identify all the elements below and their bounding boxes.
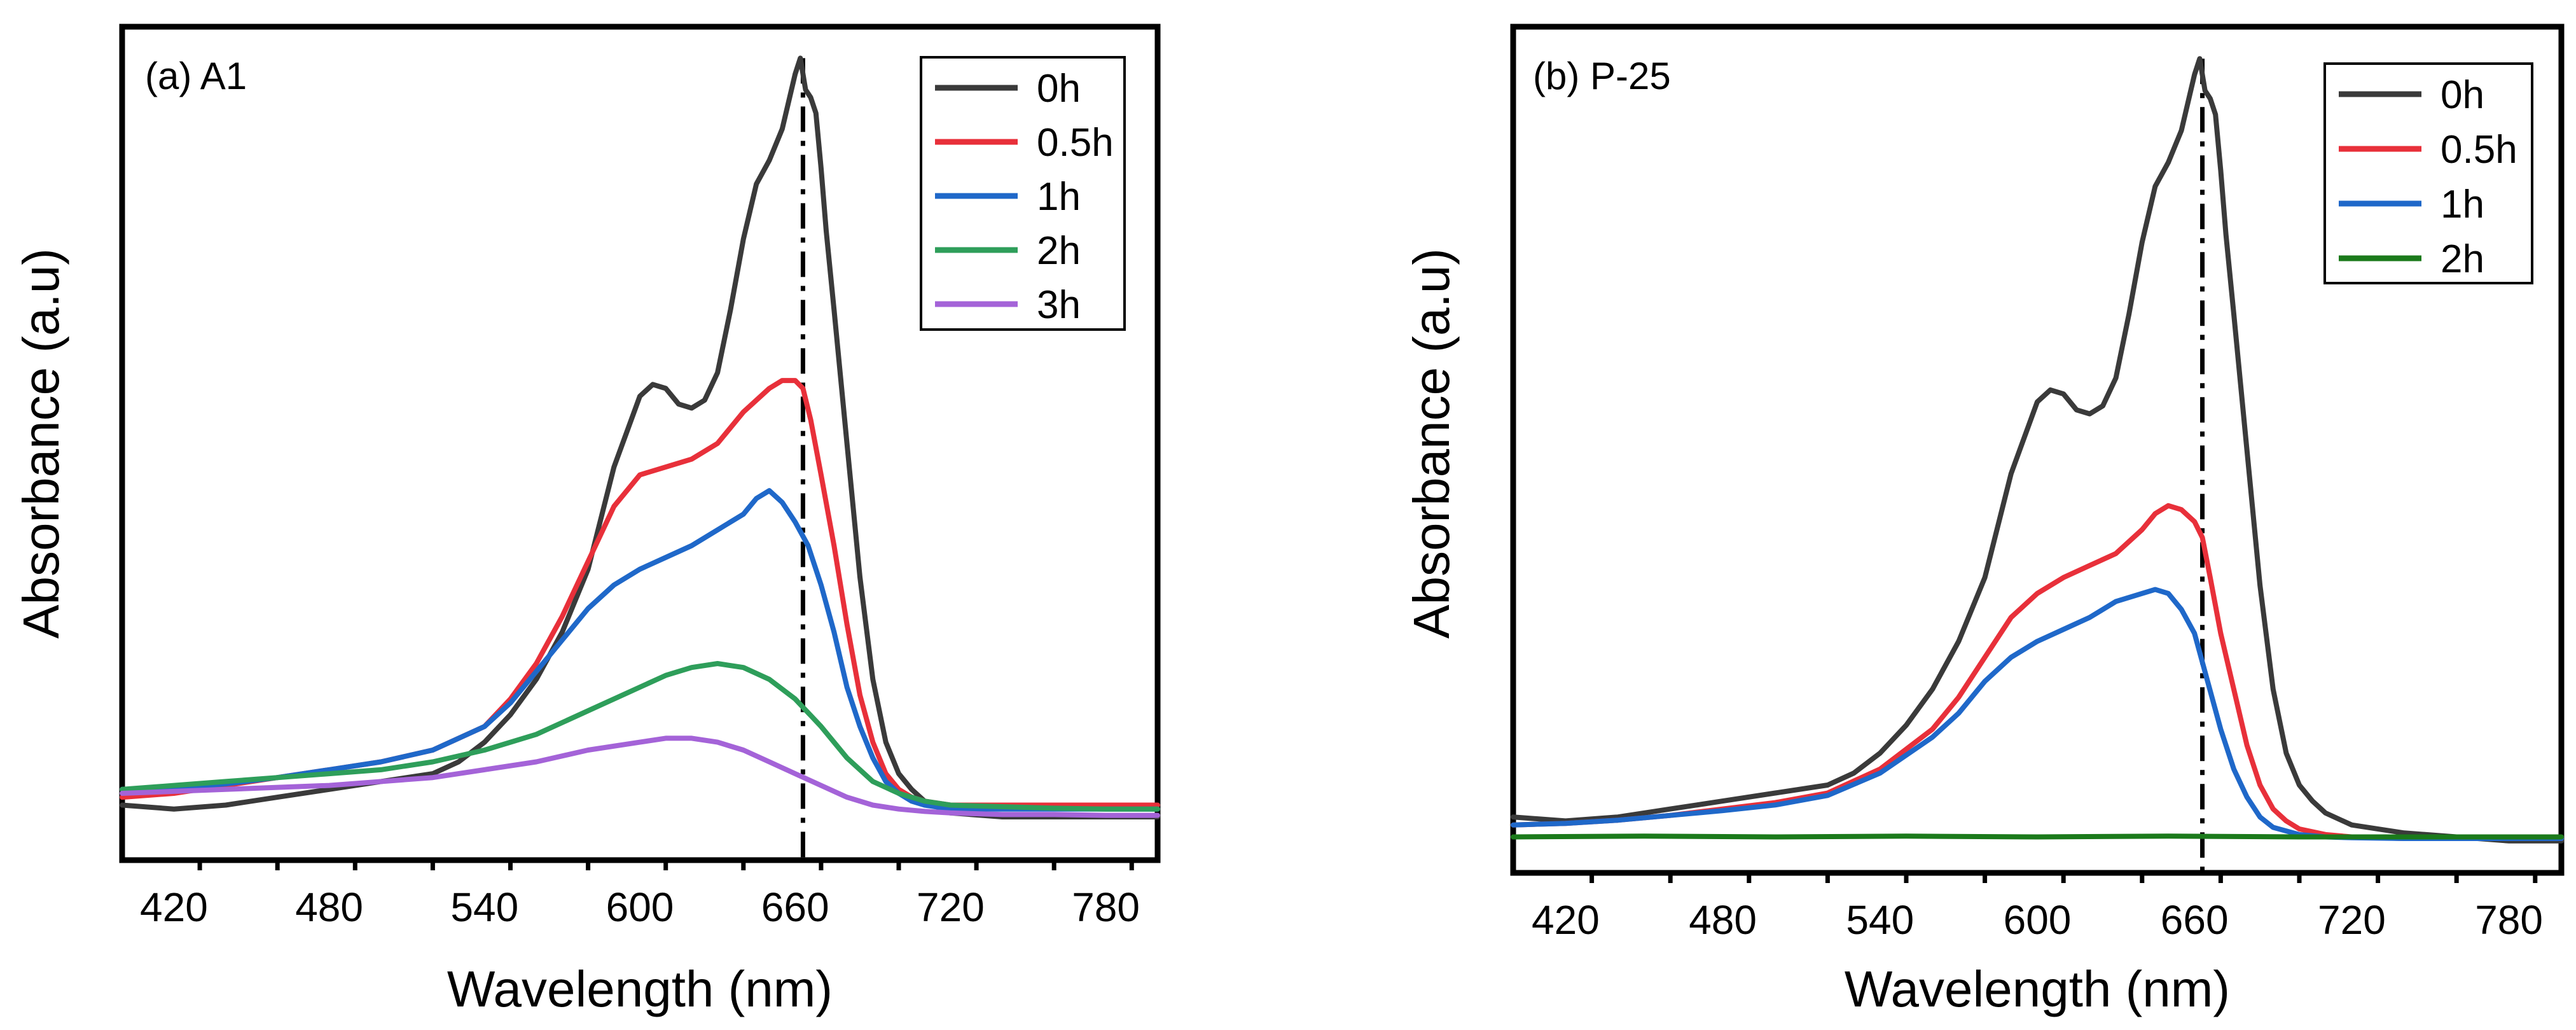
legend-label: 0h [2441, 73, 2484, 117]
panel-b: 420 480 540 600 660 720 780 (b) P-25 Wavelengt… [1403, 24, 2565, 1017]
legend-label: 3h [1037, 283, 1081, 327]
series-line-1h [120, 488, 1160, 812]
x-tick-label: 660 [761, 884, 829, 930]
x-tick-label: 420 [140, 884, 208, 930]
x-axis-ticks: 420 480 540 600 660 720 780 [1532, 873, 2543, 943]
legend-label: 0h [1037, 67, 1081, 111]
x-tick-label: 600 [2004, 897, 2072, 943]
legend-label: 0.5h [2441, 128, 2517, 172]
x-axis-title: Wavelength (nm) [1845, 961, 2230, 1017]
legend-label: 1h [2441, 183, 2484, 226]
series-lines [120, 55, 1160, 819]
series-lines [1511, 56, 2564, 844]
legend-label: 2h [2441, 237, 2484, 281]
x-tick-label: 420 [1532, 897, 1600, 943]
x-tick-label: 540 [1846, 897, 1914, 943]
x-tick-label: 480 [295, 884, 363, 930]
panel-a: 420 480 540 600 660 720 780 (a) A1 Wavelength … [13, 24, 1161, 1017]
x-axis-title: Wavelength (nm) [447, 961, 833, 1017]
x-tick-label: 540 [450, 884, 518, 930]
x-tick-label: 480 [1689, 897, 1757, 943]
y-axis-title: Absorbance (a.u) [13, 248, 69, 639]
x-tick-label: 660 [2161, 897, 2229, 943]
legend-label: 1h [1037, 175, 1081, 219]
plot-frame [119, 24, 1161, 863]
legend-label: 2h [1037, 229, 1081, 273]
x-axis-ticks: 420 480 540 600 660 720 780 [140, 860, 1140, 930]
series-line-0.5h [1511, 503, 2564, 841]
legend: 0h 0.5h 1h 2h [2323, 62, 2533, 284]
y-axis-title: Absorbance (a.u) [1403, 248, 1460, 639]
x-tick-label: 780 [1072, 884, 1140, 930]
x-tick-label: 720 [917, 884, 985, 930]
panel-label: (a) A1 [145, 55, 247, 97]
series-line-3h [120, 735, 1160, 818]
series-line-0h [1511, 56, 2564, 844]
x-tick-label: 720 [2318, 897, 2386, 943]
series-line-2h [120, 661, 1160, 812]
panel-label: (b) P-25 [1533, 55, 1671, 97]
legend: 0h 0.5h 1h 2h 3h [920, 56, 1126, 331]
plot-frame [1510, 24, 2565, 876]
legend-label: 0.5h [1037, 121, 1114, 165]
series-line-1h [1511, 587, 2564, 841]
legend-box [2323, 62, 2533, 284]
x-tick-label: 780 [2475, 897, 2543, 943]
series-line-2h [1511, 833, 2564, 840]
x-tick-label: 600 [606, 884, 674, 930]
